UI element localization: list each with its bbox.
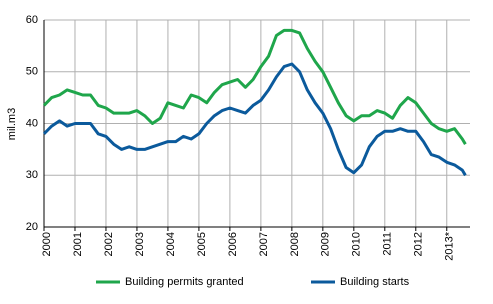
data-line <box>42 28 467 145</box>
y-tick-label: 50 <box>26 66 38 78</box>
x-tick-label: 2001 <box>72 232 84 256</box>
y-axis-label: mil.m3 <box>6 108 18 140</box>
x-tick-label: 2008 <box>289 232 301 256</box>
x-tick-label: 2000 <box>41 232 53 256</box>
x-tick-label: 2005 <box>196 232 208 256</box>
x-tick-label: 2011 <box>382 232 394 256</box>
y-tick-label: 40 <box>26 117 38 129</box>
data-line <box>42 62 467 177</box>
y-tick-label: 20 <box>26 221 38 233</box>
x-tick-label: 2010 <box>351 232 363 256</box>
x-tick-label: 2009 <box>320 232 332 256</box>
x-tick-label: 2007 <box>258 232 270 256</box>
x-tick-label: 2013* <box>444 231 456 260</box>
y-tick-label: 60 <box>26 14 38 26</box>
y-tick-label: 30 <box>26 169 38 181</box>
x-tick-label: 2002 <box>103 232 115 256</box>
x-tick-label: 2004 <box>165 232 177 256</box>
x-tick-label: 2003 <box>134 232 146 256</box>
legend-label: Building permits granted <box>125 276 244 288</box>
x-tick-label: 2012 <box>413 232 425 256</box>
x-tick-label: 2006 <box>227 232 239 256</box>
legend-label: Building starts <box>340 276 410 288</box>
